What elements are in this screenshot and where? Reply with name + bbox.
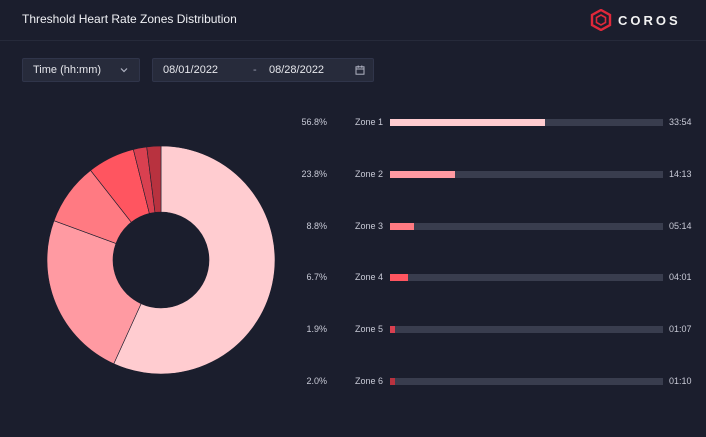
end-date-input[interactable]: 08/28/2022 — [269, 64, 325, 76]
zone-percent: 56.8% — [301, 117, 327, 127]
metric-select[interactable]: Time (hh:mm) — [22, 58, 140, 82]
zone-row: 2.0% Zone 6 01:10 — [0, 374, 706, 388]
zone-row: 1.9% Zone 5 01:07 — [0, 322, 706, 336]
zone-bar-fill — [390, 378, 396, 385]
zone-percent: 1.9% — [306, 324, 327, 334]
metric-select-value: Time (hh:mm) — [33, 64, 102, 76]
donut-slice-zone-6[interactable] — [146, 146, 162, 213]
zone-bar-fill — [390, 223, 415, 230]
zone-bar-fill — [390, 326, 396, 333]
zone-percent: 6.7% — [306, 272, 327, 282]
zone-bar-fill — [390, 274, 409, 281]
page-title: Threshold Heart Rate Zones Distribution — [22, 12, 237, 26]
zone-time: 01:07 — [669, 324, 692, 334]
zone-bar-fill — [390, 171, 455, 178]
zone-bar-track — [390, 378, 663, 385]
chevron-down-icon — [120, 68, 128, 73]
zone-label: Zone 1 — [355, 117, 384, 127]
date-range-picker[interactable]: 08/01/2022 - 08/28/2022 — [152, 58, 374, 82]
start-date-input[interactable]: 08/01/2022 — [163, 64, 219, 76]
zone-percent: 8.8% — [306, 221, 327, 231]
zone-row: 8.8% Zone 3 05:14 — [0, 219, 706, 233]
zone-time: 05:14 — [669, 221, 692, 231]
zone-label: Zone 3 — [355, 221, 384, 231]
zone-label: Zone 2 — [355, 169, 384, 179]
logo-text: COROS — [618, 12, 681, 28]
zone-time: 04:01 — [669, 272, 692, 282]
zone-percent: 2.0% — [306, 376, 327, 386]
donut-slice-zone-1[interactable] — [113, 146, 275, 374]
coros-logo: COROS — [590, 9, 681, 31]
coros-logo-icon — [590, 9, 612, 31]
zone-label: Zone 5 — [355, 324, 384, 334]
zone-bar-track — [390, 274, 663, 281]
zone-bar-track — [390, 223, 663, 230]
zone-row: 23.8% Zone 2 14:13 — [0, 167, 706, 181]
header-bar: Threshold Heart Rate Zones Distribution … — [0, 0, 706, 41]
zone-bar-track — [390, 326, 663, 333]
zone-row: 56.8% Zone 1 33:54 — [0, 115, 706, 129]
zone-time: 33:54 — [669, 117, 692, 127]
zone-bar-fill — [390, 119, 546, 126]
calendar-icon[interactable] — [355, 65, 365, 75]
zone-bar-track — [390, 171, 663, 178]
date-separator: - — [253, 64, 257, 76]
zone-label: Zone 6 — [355, 376, 384, 386]
donut-slice-zone-2[interactable] — [47, 220, 142, 365]
zone-percent: 23.8% — [301, 169, 327, 179]
zone-row: 6.7% Zone 4 04:01 — [0, 270, 706, 284]
zone-time: 14:13 — [669, 169, 692, 179]
zone-bar-track — [390, 119, 663, 126]
zone-time: 01:10 — [669, 376, 692, 386]
zone-donut-chart — [47, 146, 275, 374]
zone-label: Zone 4 — [355, 272, 384, 282]
